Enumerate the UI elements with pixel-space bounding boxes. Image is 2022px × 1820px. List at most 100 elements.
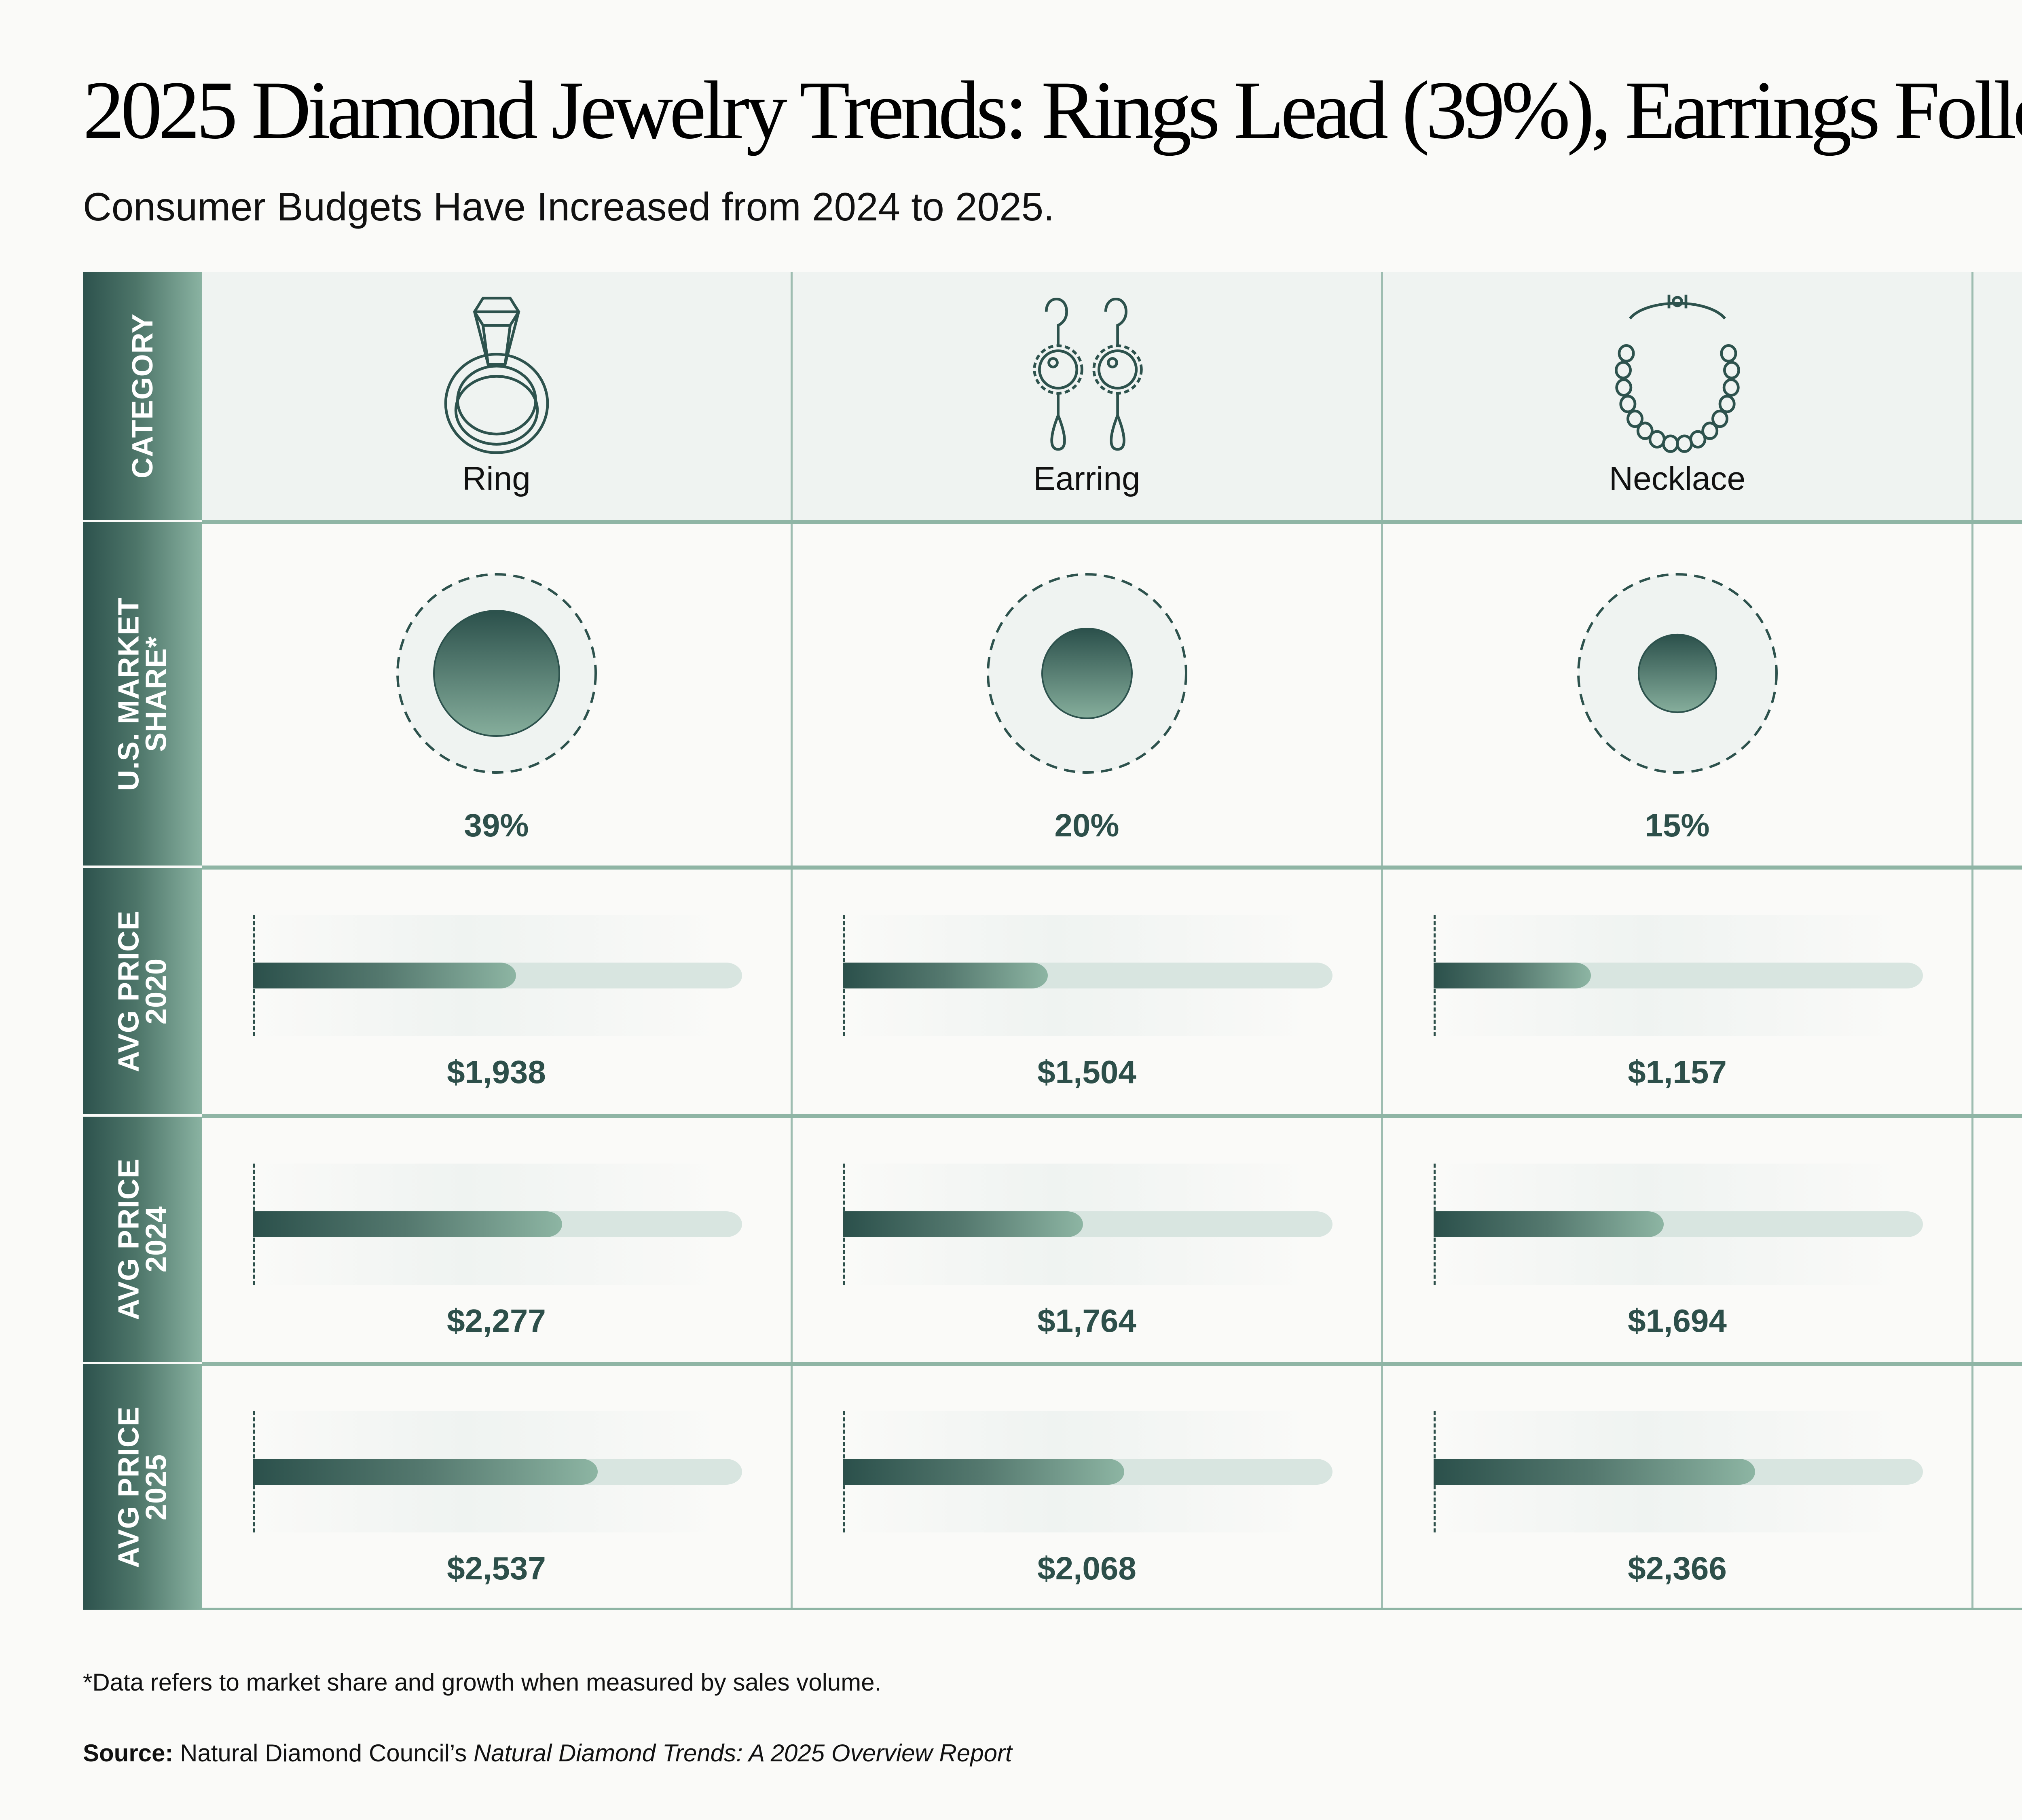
necklace-bead — [1626, 409, 1643, 428]
bar-baseline — [253, 1164, 255, 1285]
market-share-value: 39% — [464, 807, 529, 843]
price-value: $787 — [1973, 1054, 2022, 1091]
bar-fill-ring — [253, 1211, 562, 1237]
price-value: $2,068 — [1037, 1550, 1136, 1586]
necklace-bead — [1615, 378, 1632, 397]
price-value: $1,764 — [1037, 1303, 1136, 1339]
row-label-category: CATEGORY — [83, 272, 202, 520]
category-label: Earring — [1033, 460, 1140, 497]
price-value: $962 — [1973, 1302, 2022, 1340]
share-bubble-necklace — [1637, 633, 1717, 713]
price-bar — [843, 1164, 1332, 1285]
source-title: Natural Diamond Trends: A 2025 Overview … — [473, 1740, 1012, 1767]
bar-baseline — [843, 1411, 845, 1532]
earring-icon — [1032, 297, 1143, 451]
price-cell-necklace: $1,694 — [1381, 1118, 1971, 1362]
price-value: $2,537 — [447, 1550, 546, 1586]
price-cell-ring: $2,277 — [202, 1118, 791, 1362]
bar-baseline — [253, 915, 255, 1036]
bar-baseline — [1434, 1164, 1436, 1285]
category-label: Ring — [462, 460, 531, 497]
bar-baseline — [253, 1411, 255, 1532]
necklace-bead — [1722, 378, 1740, 397]
market-share-cell-pendant: 13% — [1971, 524, 2022, 866]
market-share-cell-ring: 39% — [202, 524, 791, 866]
price-value: $1,157 — [1628, 1054, 1727, 1090]
price-bar — [253, 1164, 742, 1285]
price-value: $2,277 — [447, 1303, 546, 1339]
price-cell-pendant: $1,126 — [1971, 1366, 2022, 1610]
price-cell-earring: $1,504 — [791, 870, 1381, 1114]
category-cell-necklace: Necklace — [1381, 272, 1971, 520]
page-title: 2025 Diamond Jewelry Trends: Rings Lead … — [83, 64, 2022, 156]
necklace-bead — [1723, 361, 1740, 379]
necklace-icon — [1614, 294, 1740, 453]
market-share-bubble — [1577, 573, 1778, 774]
price-cell-pendant: $787 — [1971, 870, 2022, 1114]
price-cell-pendant: $962 — [1971, 1118, 2022, 1362]
bar-fill-ring — [253, 1459, 598, 1485]
bar-baseline — [843, 915, 845, 1036]
category-cell-ring: Ring — [202, 272, 791, 520]
necklace-bead — [1701, 421, 1718, 440]
price-cell-ring: $2,537 — [202, 1366, 791, 1610]
source-label: Source: — [83, 1740, 173, 1767]
bar-baseline — [843, 1164, 845, 1285]
market-share-value: 13% — [1973, 807, 2022, 844]
bar-baseline — [1434, 915, 1436, 1036]
necklace-bead — [1636, 421, 1654, 440]
trends-table: CATEGORY Ring — [83, 272, 2022, 1610]
price-cell-necklace: $2,366 — [1381, 1366, 1971, 1610]
market-share-cell-necklace: 15% — [1381, 524, 1971, 866]
price-bar — [253, 915, 742, 1036]
share-bubble-ring — [433, 610, 560, 737]
price-bar — [1434, 915, 1923, 1036]
price-value: $1,504 — [1037, 1054, 1136, 1090]
source-org: Natural Diamond Council’s — [180, 1740, 467, 1767]
necklace-bead — [1614, 361, 1632, 379]
market-share-value: 20% — [1054, 807, 1119, 843]
footnote: *Data refers to market share and growth … — [83, 1669, 882, 1696]
price-bar — [1434, 1411, 1923, 1532]
price-value: $1,938 — [447, 1054, 546, 1090]
category-label: Necklace — [1609, 460, 1746, 497]
price-cell-ring: $1,938 — [202, 870, 791, 1114]
share-bubble-earring — [1041, 628, 1133, 719]
bar-fill-necklace — [1434, 1211, 1664, 1237]
bar-fill-earring — [843, 1459, 1124, 1485]
necklace-bead — [1711, 409, 1728, 428]
market-share-value: 15% — [1645, 807, 1710, 843]
category-cell-earring: Earring — [791, 272, 1381, 520]
price-cell-necklace: $1,157 — [1381, 870, 1971, 1114]
necklace-bead — [1718, 395, 1736, 413]
market-share-bubble — [396, 573, 597, 774]
necklace-bead — [1662, 434, 1679, 453]
price-cell-earring: $1,764 — [791, 1118, 1381, 1362]
table-bottom-border — [202, 1608, 2022, 1610]
bar-fill-necklace — [1434, 963, 1591, 988]
row-label-price-2020: AVG PRICE 2020 — [83, 866, 202, 1114]
price-bar — [1434, 1164, 1923, 1285]
price-bar — [253, 1411, 742, 1532]
bar-fill-necklace — [1434, 1459, 1755, 1485]
page-subtitle: Consumer Budgets Have Increased from 202… — [83, 184, 1055, 229]
price-value: $2,366 — [1628, 1550, 1727, 1586]
row-label-price-2025: AVG PRICE 2025 — [83, 1362, 202, 1610]
necklace-bead — [1618, 344, 1635, 363]
category-cell-pendant: Pendant — [1971, 272, 2022, 520]
price-value: $1,694 — [1628, 1303, 1727, 1339]
price-bar — [843, 1411, 1332, 1532]
category-row: CATEGORY Ring — [83, 272, 2022, 520]
price-cell-earring: $2,068 — [791, 1366, 1381, 1610]
bar-fill-earring — [843, 963, 1048, 988]
ring-icon — [444, 296, 549, 454]
bar-fill-earring — [843, 1211, 1083, 1237]
source-line: Source: Natural Diamond Council’s Natura… — [83, 1739, 1012, 1767]
price-value: $1,126 — [1973, 1550, 2022, 1587]
bar-fill-ring — [253, 963, 516, 988]
price-bar — [843, 915, 1332, 1036]
